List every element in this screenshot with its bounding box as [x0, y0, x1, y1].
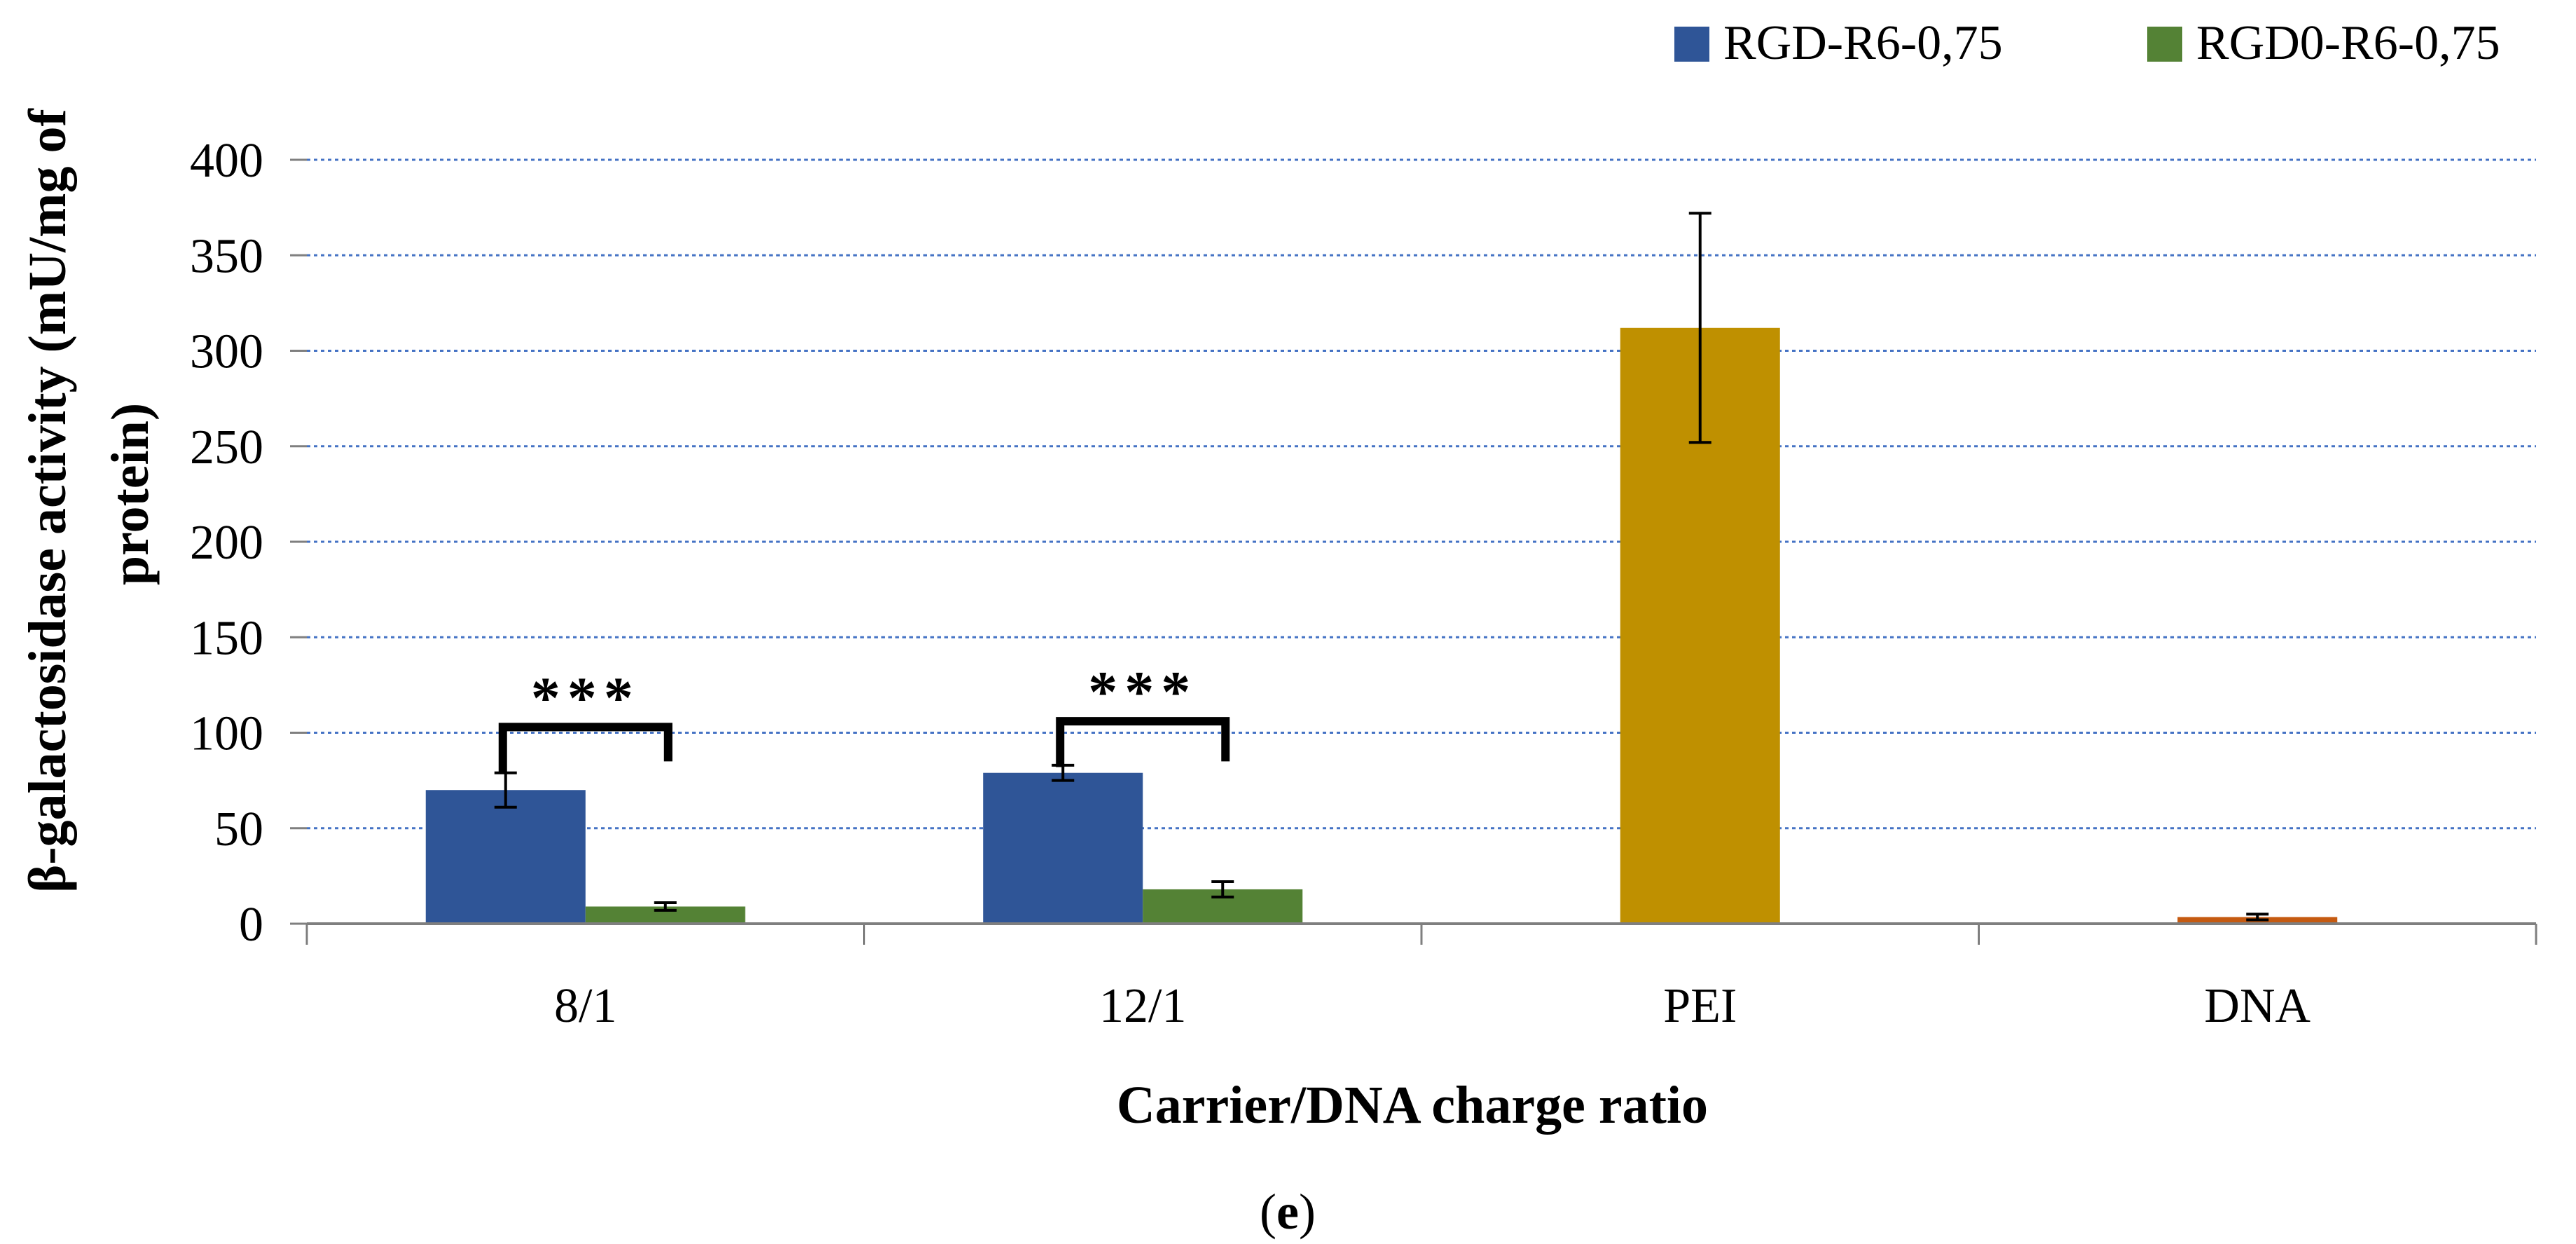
y-tick-label: 100: [190, 707, 263, 761]
bar: [425, 790, 586, 924]
x-axis-title: Carrier/DNA charge ratio: [1117, 1076, 1708, 1135]
y-tick-label: 400: [190, 134, 263, 188]
y-tick-label: 250: [190, 421, 263, 474]
significance-bracket: [1056, 717, 1230, 767]
y-axis-title-line-2: protein): [101, 403, 160, 585]
panel-label: (e): [1260, 1184, 1316, 1240]
error-bars: [494, 212, 2269, 922]
bars: [425, 327, 2338, 924]
gridlines: [307, 158, 2536, 830]
bar: [983, 772, 1143, 924]
x-tick-label: PEI: [1663, 979, 1737, 1033]
significance-label: ***: [1088, 659, 1197, 725]
y-tick-label: 300: [190, 325, 263, 379]
x-tick-label: 8/1: [554, 979, 617, 1033]
y-axis-title: β-galactosidase activity (mU/mg of prote…: [18, 95, 160, 893]
y-tick-label: 350: [190, 229, 263, 283]
legend-swatch: [2147, 27, 2182, 62]
y-tick-label: 0: [239, 898, 263, 952]
y-tick-label: 200: [190, 516, 263, 570]
legend: RGD-R6-0,75 RGD0-R6-0,75: [1674, 16, 2500, 70]
axes: 0 50 100 150 200 250 300 350 400 8/1 12/1 PEI DNA: [190, 134, 2537, 1033]
y-axis-title-line-1: β-galactosidase activity (mU/mg of: [18, 108, 77, 893]
legend-label: RGD-R6-0,75: [1723, 16, 2003, 70]
y-tick-label: 50: [214, 802, 263, 856]
x-tick-label: DNA: [2204, 979, 2310, 1033]
significance-label: ***: [531, 665, 640, 730]
x-tick-label: 12/1: [1099, 979, 1186, 1033]
significance-annotations: *** ***: [498, 659, 1230, 773]
legend-label: RGD0-R6-0,75: [2196, 16, 2500, 70]
legend-swatch: [1674, 27, 1709, 62]
significance-bracket: [498, 723, 673, 773]
y-tick-label: 150: [190, 611, 263, 665]
